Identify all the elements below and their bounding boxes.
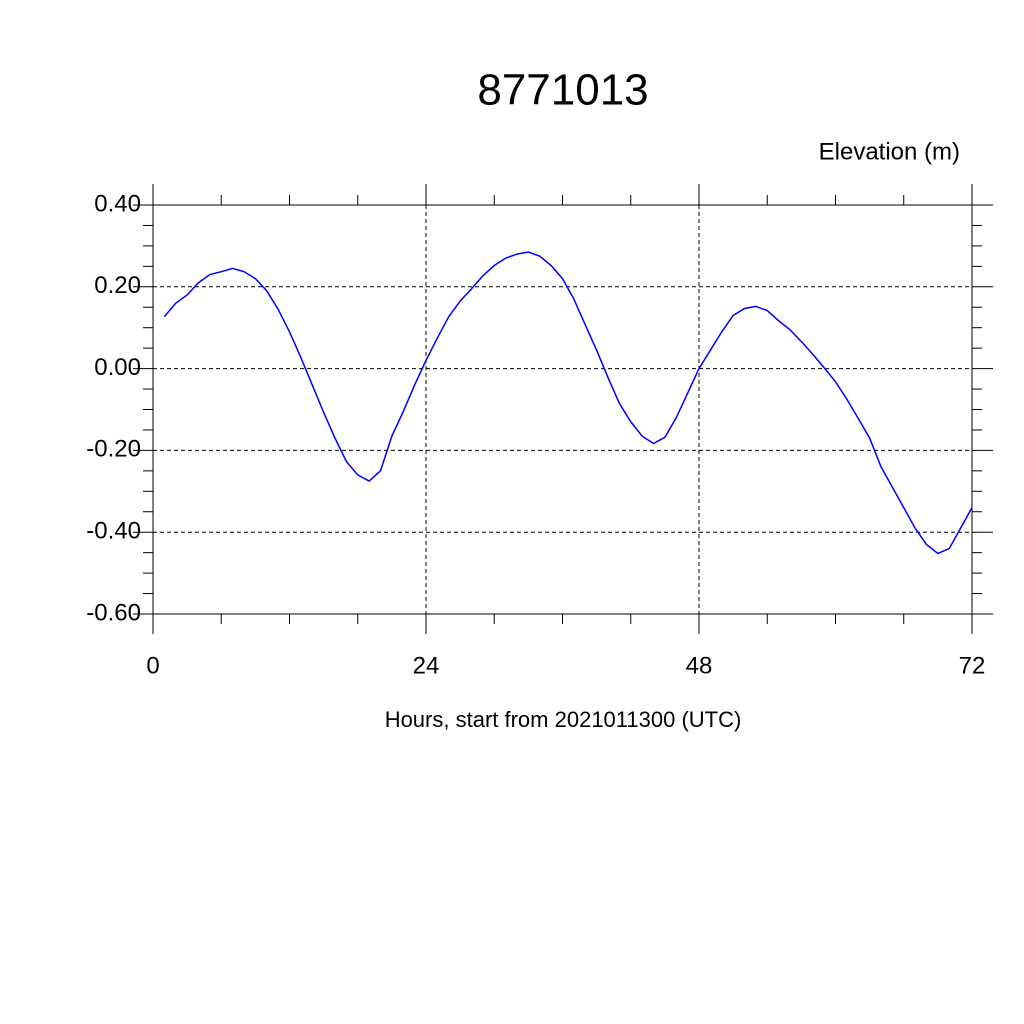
y-tick-label: 0.40 [94, 190, 141, 217]
x-tick-label: 48 [686, 652, 713, 679]
y-tick-label: -0.60 [86, 599, 141, 626]
y-tick-label: 0.00 [94, 354, 141, 381]
y-tick-label: -0.20 [86, 436, 141, 463]
x-tick-label: 0 [146, 652, 159, 679]
y-tick-label: -0.40 [86, 518, 141, 545]
y-axis-title: Elevation (m) [819, 138, 960, 165]
y-tick-label: 0.20 [94, 272, 141, 299]
plot-frame [152, 204, 973, 615]
x-tick-label: 24 [413, 652, 440, 679]
chart-title: 8771013 [477, 66, 648, 115]
x-tick-label: 72 [959, 652, 986, 679]
data-line [163, 251, 973, 555]
x-axis-title: Hours, start from 2021011300 (UTC) [385, 707, 742, 732]
